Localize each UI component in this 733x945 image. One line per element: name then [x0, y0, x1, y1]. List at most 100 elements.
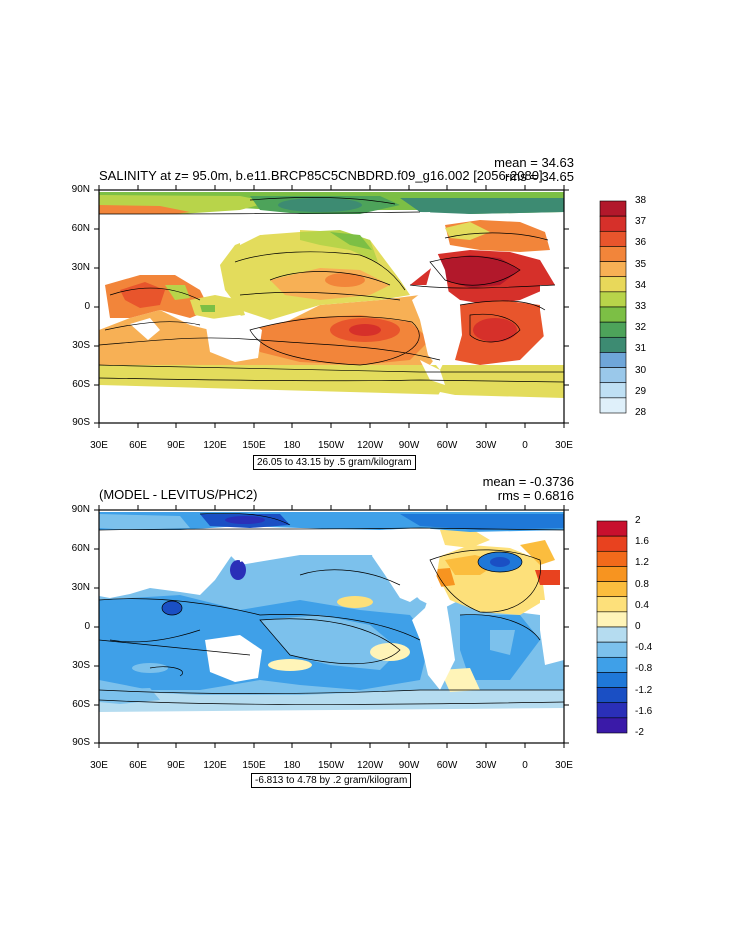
- colorbar-label: -1.2: [635, 684, 653, 696]
- colorbar-swatch: [599, 367, 627, 384]
- colorbar-label: 33: [635, 301, 647, 312]
- colorbar-label: 1.2: [635, 557, 649, 569]
- colorbar-label: 37: [635, 216, 647, 228]
- lon-label: 180: [283, 440, 301, 451]
- lon-label: 120W: [356, 440, 384, 451]
- lat-label: 90S: [72, 417, 90, 428]
- difference-title: (MODEL - LEVITUS/PHC2): [99, 487, 258, 502]
- lon-label: 30W: [475, 440, 497, 451]
- colorbar-label: 0: [635, 621, 641, 632]
- lat-label: 0: [84, 621, 90, 632]
- colorbar-swatch: [596, 596, 628, 613]
- lon-label: 60W: [436, 440, 458, 451]
- colorbar-swatch: [599, 352, 627, 368]
- colorbar-swatch: [596, 566, 628, 582]
- colorbar-swatch: [596, 611, 628, 628]
- colorbar-swatch: [596, 626, 628, 643]
- difference-map: [99, 510, 564, 743]
- colorbar-swatch: [596, 672, 628, 688]
- colorbar-label: 35: [635, 258, 647, 270]
- colorbar-label: 30: [635, 364, 647, 376]
- lat-label: 90S: [72, 737, 90, 748]
- lon-label: 150W: [317, 760, 345, 771]
- colorbar-swatch: [596, 535, 628, 552]
- colorbar-swatch: [599, 215, 627, 232]
- colorbar-swatch: [596, 581, 628, 598]
- colorbar-swatch: [599, 382, 627, 399]
- difference-mean: mean = -0.3736: [482, 474, 574, 489]
- colorbar-swatch: [599, 246, 627, 262]
- lat-label: 90N: [71, 184, 90, 195]
- lon-label: 0: [522, 440, 528, 451]
- lon-label: 150E: [242, 760, 266, 771]
- lon-label: 0: [522, 760, 528, 771]
- colorbar-label: 2: [635, 515, 641, 526]
- colorbar-swatch: [599, 291, 627, 308]
- colorbar-swatch: [596, 550, 628, 567]
- lon-label: 30E: [90, 760, 108, 771]
- lat-label: 30N: [71, 262, 90, 273]
- colorbar-label: -0.4: [635, 642, 653, 654]
- colorbar-label: 0.4: [635, 599, 649, 611]
- difference-map-ticks: [94, 505, 569, 748]
- colorbar-swatch: [599, 306, 627, 323]
- colorbar-swatch: [599, 336, 627, 353]
- colorbar-label: 31: [635, 343, 647, 355]
- colorbar-swatch: [596, 520, 628, 537]
- lat-label: 0: [84, 301, 90, 312]
- colorbar-swatch: [599, 397, 627, 414]
- salinity-contour-info: 26.05 to 43.15 by .5 gram/kilogram: [253, 455, 416, 470]
- colorbar-swatch: [599, 261, 627, 278]
- colorbar-label: 29: [635, 385, 647, 397]
- salinity-colorbar: [599, 200, 627, 414]
- colorbar-label: 34: [635, 279, 647, 291]
- colorbar-swatch: [599, 321, 627, 338]
- difference-contour-info: -6.813 to 4.78 by .2 gram/kilogram: [251, 773, 412, 788]
- lon-label: 90W: [398, 760, 420, 771]
- lon-label: 120E: [203, 760, 227, 771]
- colorbar-label: 0.8: [635, 578, 649, 590]
- lon-label: 150E: [242, 440, 266, 451]
- lon-label: 180: [283, 760, 301, 771]
- colorbar-label: -0.8: [635, 663, 653, 675]
- colorbar-label: 32: [635, 322, 647, 334]
- lon-label: 120W: [356, 760, 384, 771]
- lon-label: 30E: [555, 440, 573, 451]
- colorbar-swatch: [596, 717, 628, 734]
- difference-colorbar: [596, 520, 628, 734]
- salinity-map: [99, 190, 564, 423]
- salinity-map-ticks: [94, 185, 569, 428]
- lat-label: 60S: [72, 379, 90, 390]
- lat-label: 30S: [72, 660, 90, 671]
- lon-label: 90E: [167, 440, 185, 451]
- colorbar-swatch: [596, 641, 628, 658]
- colorbar-swatch: [599, 230, 627, 247]
- colorbar-label: 38: [635, 195, 647, 206]
- colorbar-swatch: [596, 656, 628, 673]
- colorbar-label: -2: [635, 727, 644, 738]
- colorbar-label: -1.6: [635, 705, 653, 717]
- colorbar-label: 28: [635, 407, 647, 418]
- colorbar-label: 1.6: [635, 536, 649, 548]
- lat-label: 60N: [71, 543, 90, 554]
- lon-label: 150W: [317, 440, 345, 451]
- lon-label: 60E: [129, 440, 147, 451]
- lon-label: 60E: [129, 760, 147, 771]
- lon-label: 90E: [167, 760, 185, 771]
- salinity-title: SALINITY at z= 95.0m, b.e11.BRCP85C5CNBD…: [99, 168, 543, 183]
- colorbar-swatch: [596, 702, 628, 719]
- lat-label: 90N: [71, 504, 90, 515]
- lon-label: 30E: [555, 760, 573, 771]
- lat-label: 60S: [72, 699, 90, 710]
- colorbar-swatch: [599, 200, 627, 217]
- salinity-mean: mean = 34.63: [494, 155, 574, 170]
- lon-label: 30E: [90, 440, 108, 451]
- colorbar-swatch: [596, 687, 628, 704]
- lon-label: 30W: [475, 760, 497, 771]
- salinity-rms: rms = 34.65: [504, 169, 574, 184]
- colorbar-label: 36: [635, 237, 647, 249]
- colorbar-swatch: [599, 276, 627, 293]
- lon-label: 90W: [398, 440, 420, 451]
- difference-rms: rms = 0.6816: [497, 488, 574, 503]
